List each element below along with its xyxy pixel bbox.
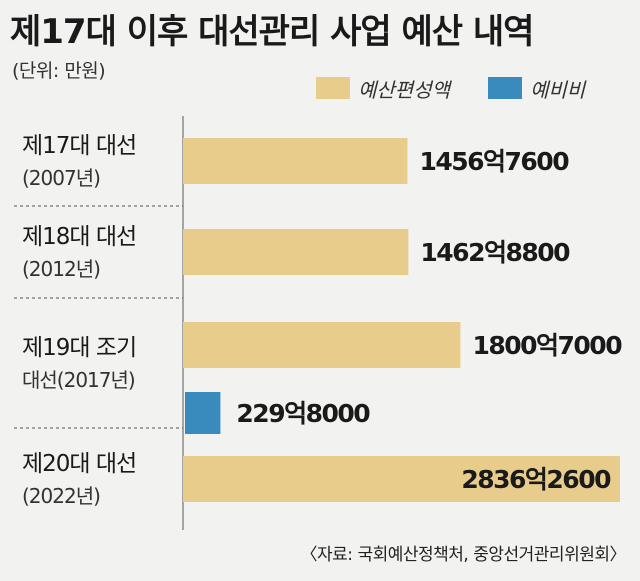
bar-budget: [183, 456, 620, 502]
bar-value-label-budget: 1462억8800: [420, 238, 570, 267]
legend-label-budget: 예산편성액: [358, 77, 450, 102]
category-label-line1: 제19대 조기: [22, 335, 136, 361]
bar-value-label-budget: 1800억7000: [472, 331, 622, 360]
bar-value-label-budget: 1456억7600: [419, 147, 569, 176]
chart-title: 제17대 이후 대선관리 사업 예산 내역: [10, 12, 534, 52]
category-label-line2: 대선(2017년): [22, 368, 135, 392]
bar-value-label-reserve: 229억8000: [236, 399, 370, 428]
legend-swatch-reserve: [488, 77, 522, 99]
source-note: 〈자료: 국회예산정책처, 중앙선거관리위원회〉: [300, 545, 627, 565]
category-label-line1: 제20대 대선: [22, 451, 136, 477]
bar-budget: [183, 322, 461, 368]
bar-budget: [183, 229, 409, 275]
legend-label-reserve: 예비비: [530, 77, 586, 102]
bar-value-label-budget: 2836억2600: [461, 465, 611, 494]
unit-label: (단위: 만원): [12, 60, 106, 82]
category-label-line2: (2007년): [22, 166, 100, 190]
legend-item-budget: 예산편성액: [316, 74, 450, 102]
category-label-line1: 제17대 대선: [22, 133, 136, 159]
legend-swatch-budget: [316, 77, 350, 99]
category-label-line2: (2022년): [22, 484, 100, 508]
category-label-line1: 제18대 대선: [22, 224, 136, 250]
category-label-line2: (2012년): [22, 257, 100, 281]
bar-reserve: [185, 392, 221, 434]
legend-item-reserve: 예비비: [488, 74, 585, 102]
bar-budget: [183, 138, 408, 184]
